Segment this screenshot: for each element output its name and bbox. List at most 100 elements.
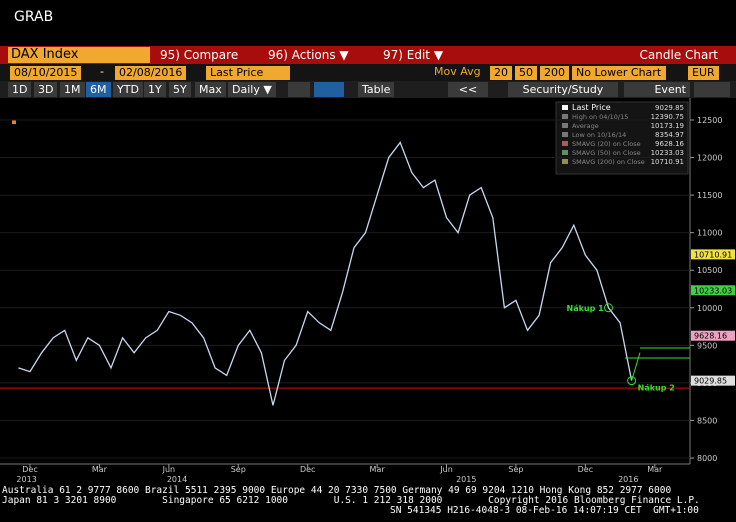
actions-button[interactable]: 96) Actions ▼ xyxy=(268,48,349,62)
back-button[interactable]: << xyxy=(448,82,488,97)
y-tick-label: 10000 xyxy=(697,304,722,313)
x-tick-label: Dec xyxy=(22,465,37,474)
footer-line: Australia 61 2 9777 8600 Brazil 5511 239… xyxy=(2,485,672,496)
legend-label: Average xyxy=(572,122,599,130)
legend-value: 10710.91 xyxy=(651,158,684,166)
x-tick-label: Jun xyxy=(439,465,453,474)
price-flag-label: 10233.03 xyxy=(694,286,732,295)
command-bar: DAX Index 95) Compare 96) Actions ▼ 97) … xyxy=(0,46,736,64)
price-flag xyxy=(691,330,735,341)
legend-value: 9029.85 xyxy=(655,104,684,112)
price-flag xyxy=(691,285,735,296)
legend-value: 10173.19 xyxy=(651,122,684,130)
legend-label: High on 04/10/15 xyxy=(572,113,628,121)
settings-bar: 08/10/2015 - 02/08/2016 Last Price Mov A… xyxy=(0,64,736,81)
price-line xyxy=(18,141,633,406)
annotation: Nákup 1 xyxy=(567,304,605,313)
legend-value: 12390.75 xyxy=(651,113,684,121)
arrow xyxy=(631,352,641,381)
range-button[interactable]: 1M xyxy=(60,82,85,97)
legend-swatch xyxy=(562,132,568,137)
range-button[interactable]: 3D xyxy=(34,82,58,97)
footer-line: Japan 81 3 3201 8900 Singapore 65 6212 1… xyxy=(2,495,700,506)
study-button[interactable]: Security/Study xyxy=(508,82,618,97)
edit-button[interactable]: 97) Edit ▼ xyxy=(383,48,444,62)
mov-avg-period[interactable]: 20 xyxy=(490,66,512,80)
range-button[interactable]: Max xyxy=(195,82,226,97)
annotation-marker xyxy=(604,303,613,313)
legend-label: SMAVG (20) on Close xyxy=(572,140,641,148)
year-label: 2016 xyxy=(618,475,638,484)
table-button[interactable]: Table xyxy=(358,82,395,97)
line-tool[interactable] xyxy=(288,82,310,97)
year-label: 2013 xyxy=(16,475,36,484)
legend-swatch xyxy=(562,105,568,110)
y-tick-label: 12500 xyxy=(697,116,722,125)
price-flag-label: 9628.16 xyxy=(694,332,727,341)
y-tick-label: 8500 xyxy=(697,416,717,425)
legend-value: 8354.97 xyxy=(655,131,684,139)
marker-icon xyxy=(12,120,16,124)
mov-avg-label: Mov Avg xyxy=(434,65,481,78)
x-tick-label: Mar xyxy=(370,465,386,474)
event-button[interactable]: Event xyxy=(624,82,690,97)
legend-label: Low on 10/16/14 xyxy=(572,131,626,139)
legend-value: 9628.16 xyxy=(655,140,684,148)
legend-label: SMAVG (200) on Close xyxy=(572,158,645,166)
frequency-select[interactable]: Daily ▼ xyxy=(228,82,276,97)
chart-kind: Candle Chart xyxy=(639,48,718,62)
x-tick-label: Dec xyxy=(300,465,315,474)
range-button[interactable]: 1Y xyxy=(144,82,166,97)
x-tick-label: Mar xyxy=(647,465,663,474)
price-flag-label: 9029.85 xyxy=(694,377,727,386)
range-button[interactable]: YTD xyxy=(113,82,143,97)
annotation: Nákup 2 xyxy=(638,384,675,393)
lower-chart-select[interactable]: No Lower Chart xyxy=(572,66,666,80)
legend-swatch xyxy=(562,159,568,164)
compare-button[interactable]: 95) Compare xyxy=(160,48,239,62)
date-separator: - xyxy=(100,65,104,78)
footer: Australia 61 2 9777 8600 Brazil 5511 239… xyxy=(0,486,736,522)
settings-button[interactable] xyxy=(694,82,730,97)
price-flag-label: 10710.91 xyxy=(694,250,732,259)
end-date[interactable]: 02/08/2016 xyxy=(115,66,187,80)
start-date[interactable]: 08/10/2015 xyxy=(10,66,82,80)
x-tick-label: Dec xyxy=(578,465,593,474)
legend-swatch xyxy=(562,114,568,119)
legend-swatch xyxy=(562,123,568,128)
price-flag xyxy=(691,249,735,260)
footer-line: SN 541345 H216-4048-3 08-Feb-16 14:07:19… xyxy=(390,505,699,516)
legend-box xyxy=(555,101,689,175)
security-field[interactable]: DAX Index xyxy=(8,47,150,63)
x-tick-label: Sep xyxy=(508,465,523,474)
range-button[interactable]: 5Y xyxy=(169,82,191,97)
legend-swatch xyxy=(562,150,568,155)
y-tick-label: 11500 xyxy=(697,191,722,200)
y-tick-label: 12000 xyxy=(697,154,722,163)
y-tick-label: 10500 xyxy=(697,266,722,275)
y-tick-label: 8000 xyxy=(697,454,717,463)
x-tick-label: Mar xyxy=(92,465,108,474)
price-flag xyxy=(691,375,735,386)
mov-avg-period[interactable]: 50 xyxy=(515,66,537,80)
x-tick-label: Jun xyxy=(162,465,176,474)
price-chart: 8000850090009500100001050011000115001200… xyxy=(0,98,736,486)
year-label: 2015 xyxy=(456,475,476,484)
legend-label: SMAVG (50) on Close xyxy=(572,149,641,157)
range-bar: 1D 3D 1M 6M YTD 1Y 5Y Max Daily ▼ Table … xyxy=(0,81,736,98)
mov-avg-period[interactable]: 200 xyxy=(540,66,569,80)
field-select[interactable]: Last Price xyxy=(206,66,290,80)
year-label: 2014 xyxy=(167,475,187,484)
range-button[interactable]: 1D xyxy=(8,82,32,97)
annotation-marker xyxy=(627,376,637,386)
legend-label: Last Price xyxy=(572,103,611,112)
candle-tool[interactable] xyxy=(314,82,344,97)
x-tick-label: Sep xyxy=(231,465,246,474)
y-tick-label: 9500 xyxy=(697,341,717,350)
legend-swatch xyxy=(562,141,568,146)
window-title: GRAB xyxy=(14,9,54,25)
currency-select[interactable]: EUR xyxy=(688,66,719,80)
legend-value: 10233.03 xyxy=(651,149,684,157)
range-button[interactable]: 6M xyxy=(86,82,111,97)
